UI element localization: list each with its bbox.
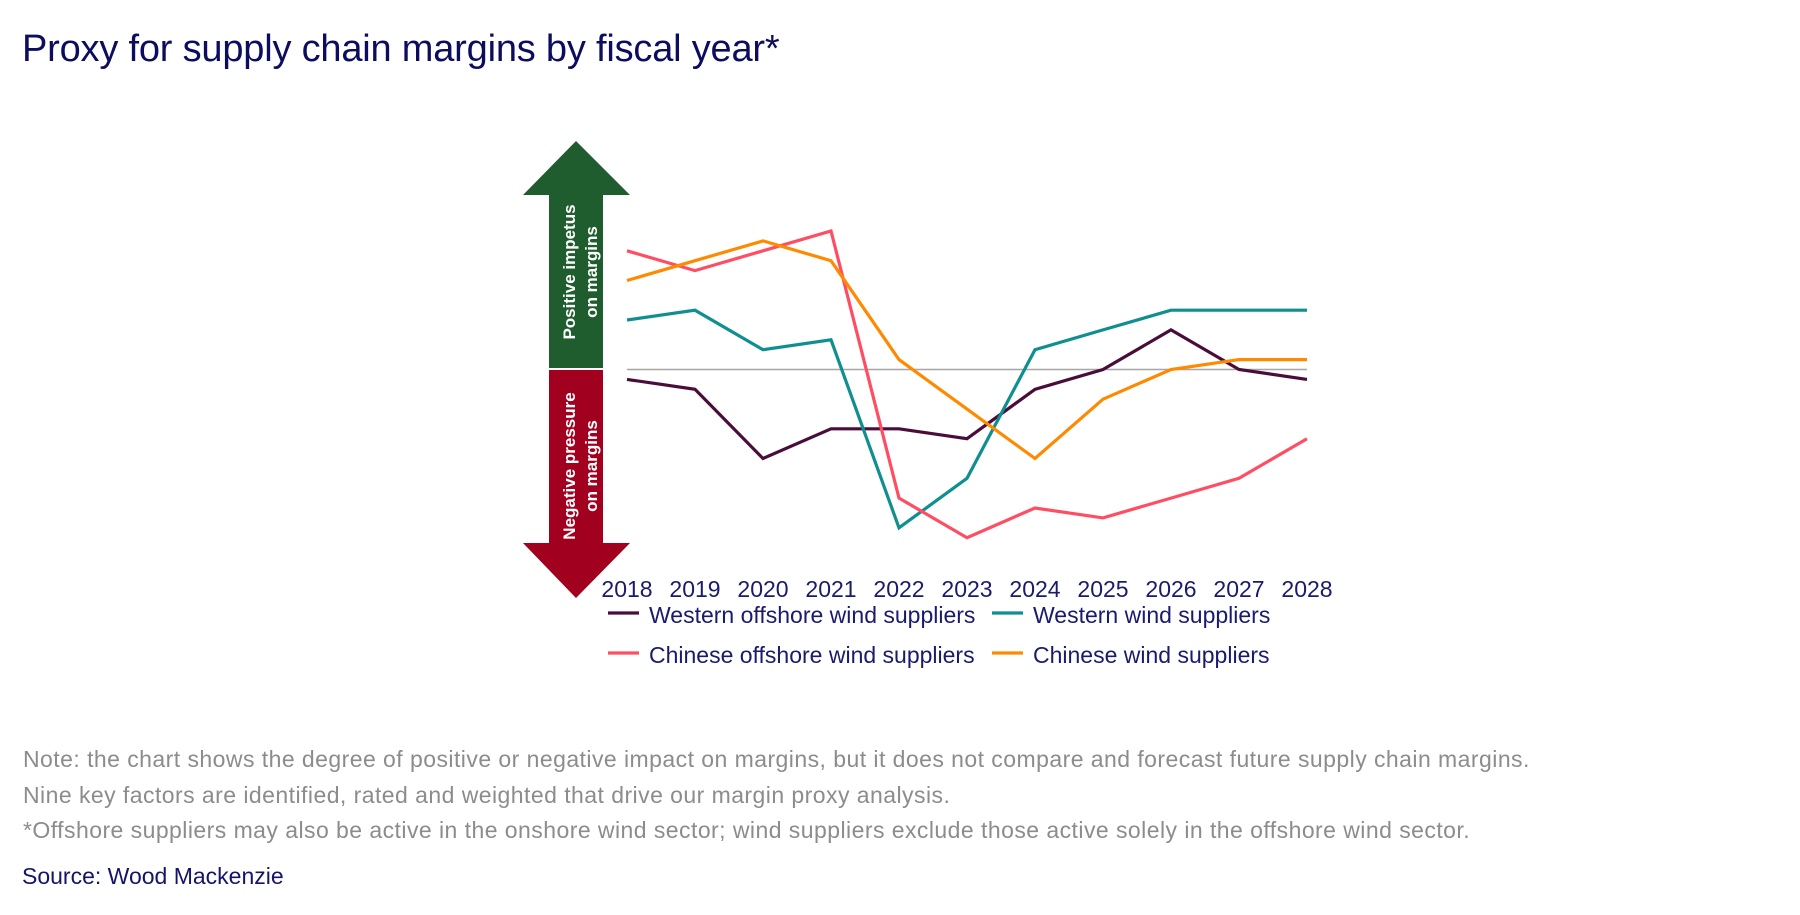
note-line-3: *Offshore suppliers may also be active i… xyxy=(23,817,1471,843)
legend-label: Chinese wind suppliers xyxy=(1033,642,1270,668)
margin-direction-arrow: Positive impetus on margins Negative pre… xyxy=(523,141,630,598)
series-line-western-wind-suppliers xyxy=(626,308,1307,531)
legend-label: Western offshore wind suppliers xyxy=(649,602,975,628)
series-layer xyxy=(626,229,1308,540)
legend: Western offshore wind suppliers Western w… xyxy=(608,602,1270,668)
legend-item: Chinese wind suppliers xyxy=(992,642,1270,668)
legend-item: Western wind suppliers xyxy=(992,602,1270,628)
negative-arrow-shape xyxy=(523,370,630,598)
legend-label: Western wind suppliers xyxy=(1033,602,1270,628)
series-line-chinese-offshore-wind-suppliers xyxy=(626,229,1308,540)
positive-arrow-shape xyxy=(523,141,630,368)
x-axis-labels: 2018 2019 2020 2021 2022 2023 2024 2025 2026 2027… xyxy=(601,576,1332,602)
x-tick-label: 2021 xyxy=(805,576,856,602)
positive-arrow-label-line2: on margins xyxy=(582,226,601,318)
x-tick-label: 2020 xyxy=(737,576,788,602)
negative-arrow-label-line2: on margins xyxy=(582,420,601,512)
legend-item: Chinese offshore wind suppliers xyxy=(608,642,975,668)
x-tick-label: 2018 xyxy=(601,576,652,602)
x-tick-label: 2024 xyxy=(1009,576,1060,602)
positive-arrow-label-line1: Positive impetus xyxy=(560,204,579,339)
legend-label: Chinese offshore wind suppliers xyxy=(649,642,975,668)
series-line-western-offshore-wind-suppliers xyxy=(626,328,1308,461)
x-tick-label: 2022 xyxy=(873,576,924,602)
x-tick-label: 2026 xyxy=(1145,576,1196,602)
x-tick-label: 2023 xyxy=(941,576,992,602)
x-tick-label: 2019 xyxy=(669,576,720,602)
x-tick-label: 2028 xyxy=(1281,576,1332,602)
note-line-2: Nine key factors are identified, rated a… xyxy=(23,781,951,808)
x-tick-label: 2027 xyxy=(1213,576,1264,602)
negative-arrow-label-line1: Negative pressure xyxy=(560,392,579,539)
chart-title: Proxy for supply chain margins by fiscal… xyxy=(22,28,780,70)
x-tick-label: 2025 xyxy=(1077,576,1128,602)
source-credit: Source: Wood Mackenzie xyxy=(22,863,284,889)
legend-item: Western offshore wind suppliers xyxy=(608,602,975,628)
notes: Note: the chart shows the degree of posi… xyxy=(23,742,1530,849)
note-line-1: Note: the chart shows the degree of posi… xyxy=(23,746,1530,772)
